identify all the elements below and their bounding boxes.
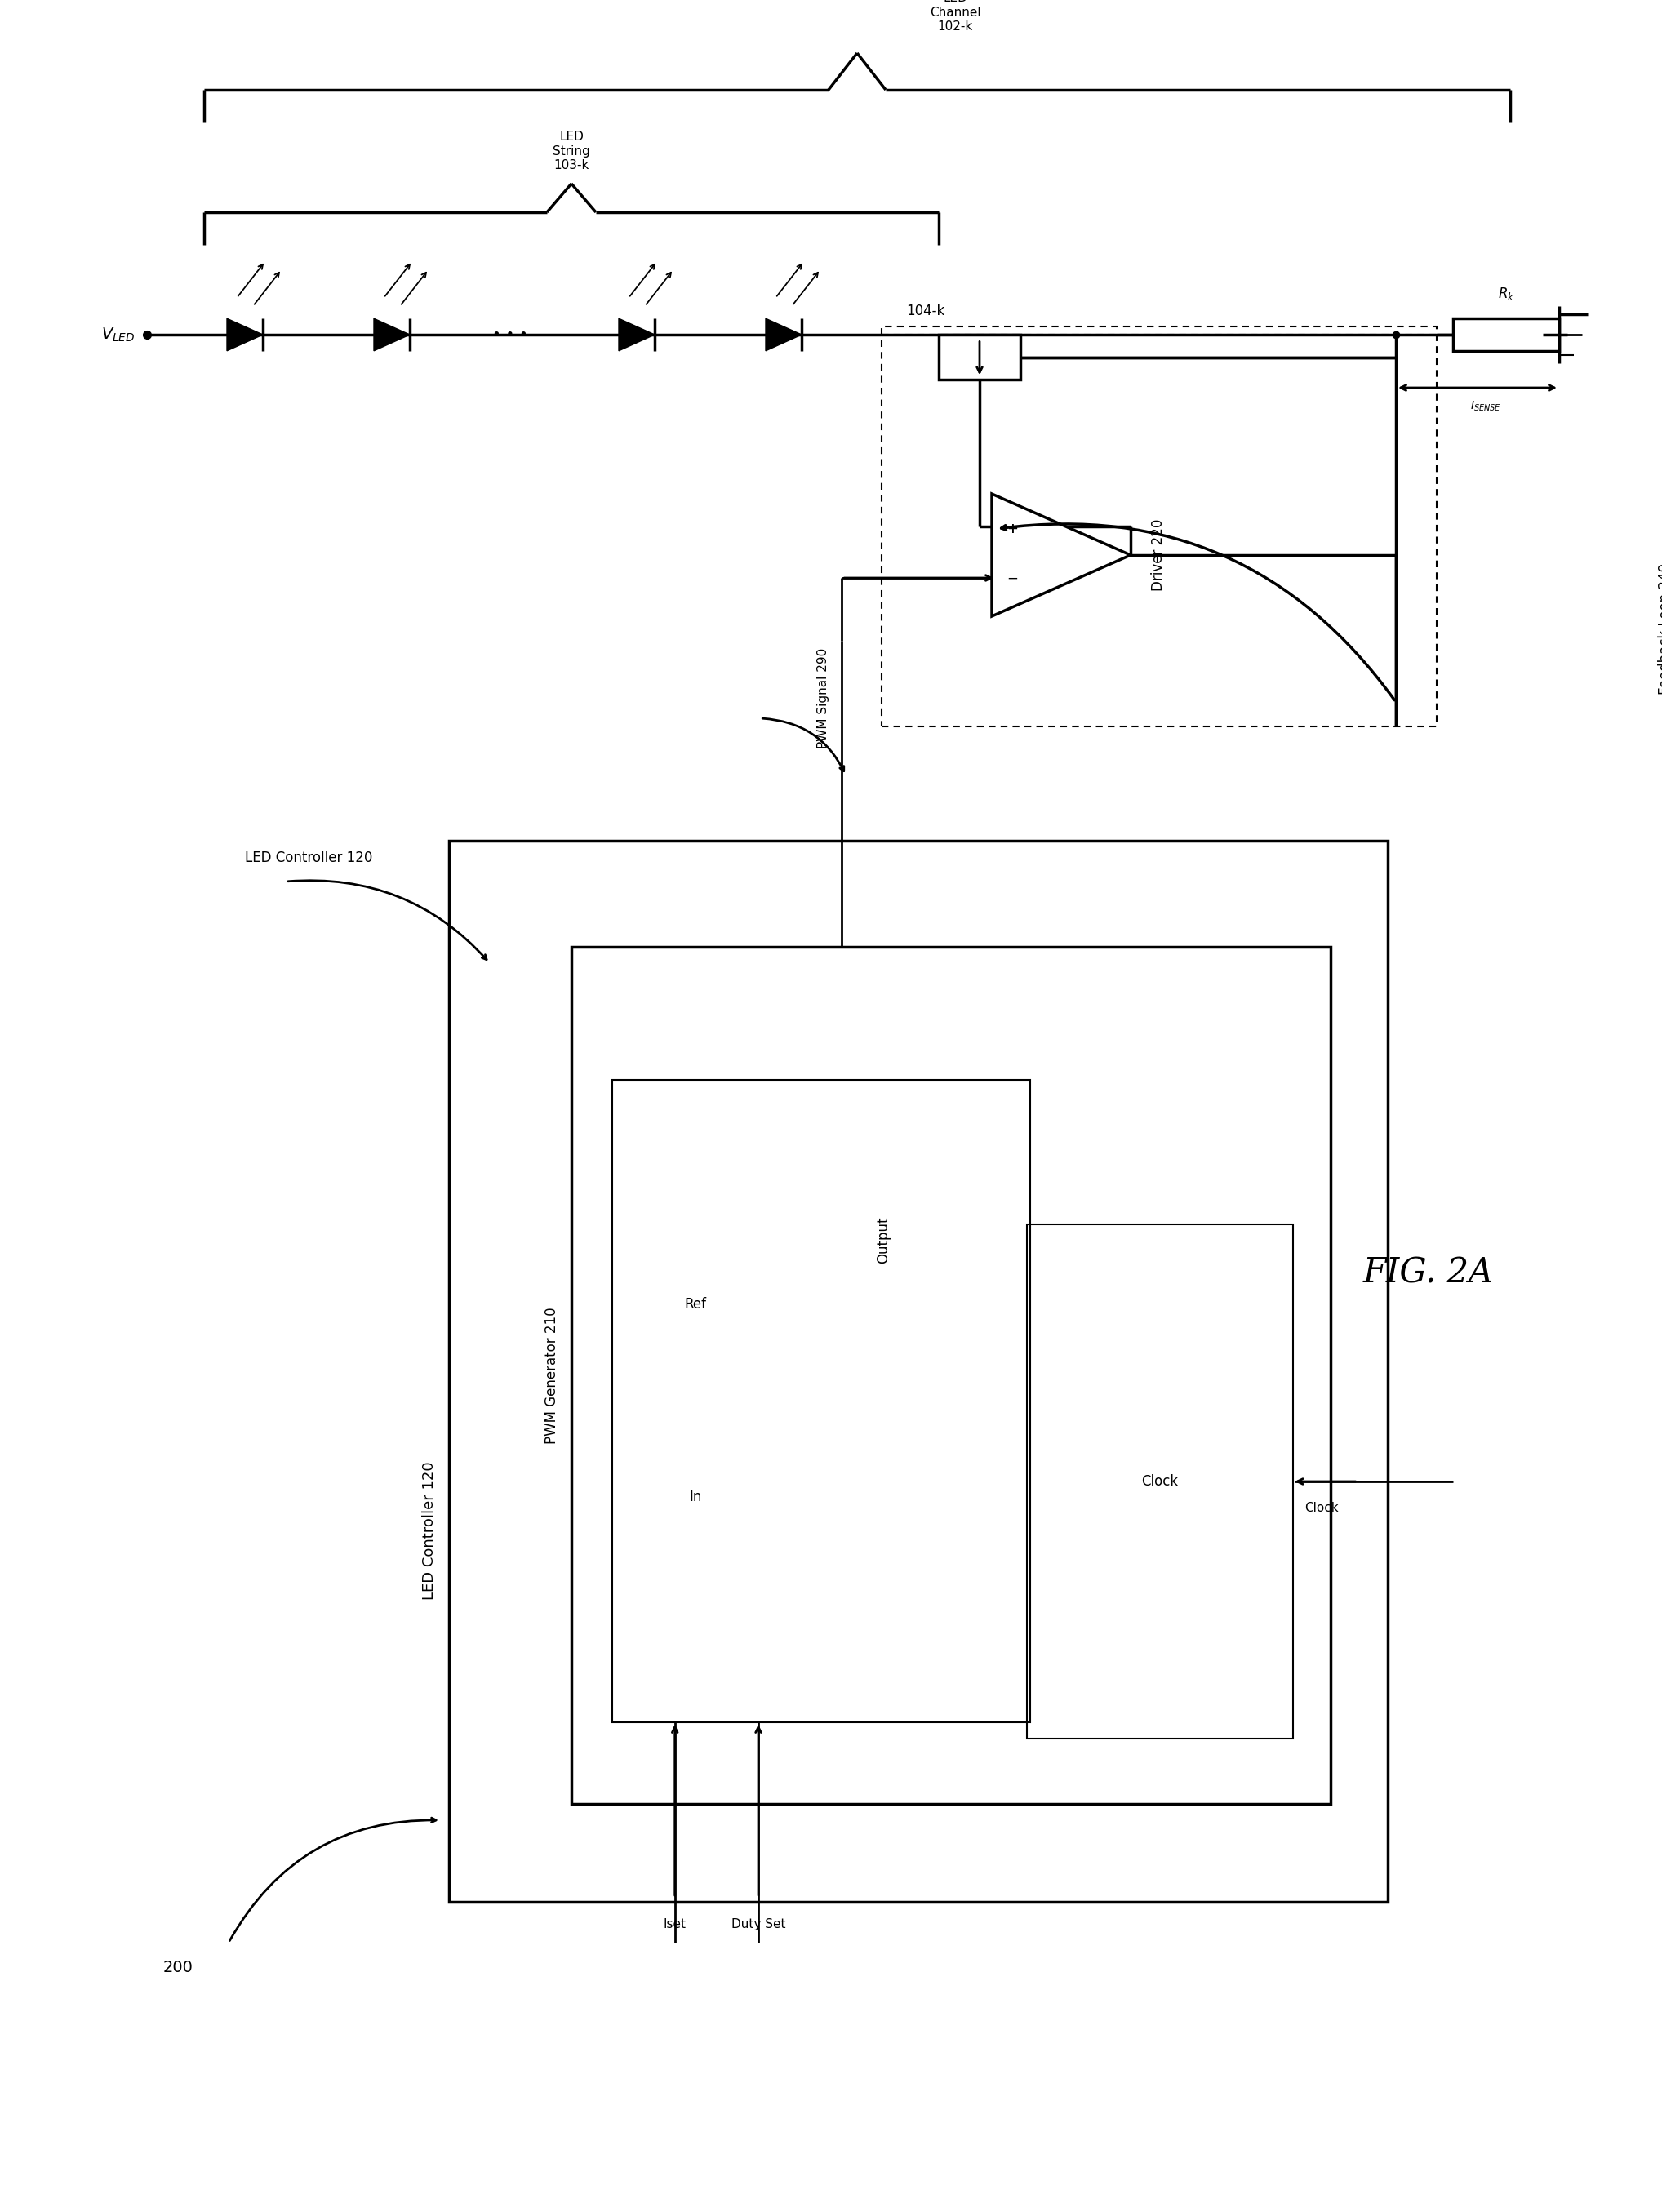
Polygon shape bbox=[992, 493, 1130, 617]
Text: LED
Channel
102-k: LED Channel 102-k bbox=[929, 0, 981, 33]
Bar bbox=[939, 334, 1020, 380]
Text: Clock: Clock bbox=[1142, 1473, 1178, 1489]
Polygon shape bbox=[766, 319, 801, 352]
Text: $-$: $-$ bbox=[1007, 571, 1019, 586]
Text: Feedback Loop 240: Feedback Loop 240 bbox=[1659, 562, 1662, 695]
Bar bbox=[881, 327, 1436, 726]
Text: Iset: Iset bbox=[663, 1918, 686, 1931]
Polygon shape bbox=[618, 319, 655, 352]
Text: LED
String
103-k: LED String 103-k bbox=[553, 131, 590, 170]
Text: FIG. 2A: FIG. 2A bbox=[1363, 1256, 1494, 1290]
Text: $I_{SENSE}$: $I_{SENSE}$ bbox=[1471, 400, 1501, 414]
Text: Output: Output bbox=[876, 1217, 891, 1263]
Text: Duty Set: Duty Set bbox=[731, 1918, 786, 1931]
Text: • • •: • • • bbox=[492, 327, 529, 343]
Text: $R_k$: $R_k$ bbox=[1497, 285, 1514, 303]
Text: $V_{LED}$: $V_{LED}$ bbox=[101, 325, 135, 343]
Text: Clock: Clock bbox=[1305, 1502, 1340, 1515]
Text: PWM Generator 210: PWM Generator 210 bbox=[545, 1307, 558, 1444]
Text: +: + bbox=[1007, 522, 1017, 535]
Text: In: In bbox=[690, 1491, 701, 1504]
Text: PWM Signal 290: PWM Signal 290 bbox=[818, 648, 829, 748]
Text: Driver 220: Driver 220 bbox=[1152, 520, 1165, 591]
Bar bbox=[1453, 319, 1559, 352]
Polygon shape bbox=[374, 319, 411, 352]
Text: LED Controller 120: LED Controller 120 bbox=[422, 1462, 437, 1599]
Bar bbox=[449, 841, 1388, 1902]
Polygon shape bbox=[228, 319, 263, 352]
Text: 200: 200 bbox=[163, 1960, 193, 1975]
Text: 104-k: 104-k bbox=[906, 303, 944, 319]
Text: Ref: Ref bbox=[685, 1296, 706, 1312]
Bar bbox=[1027, 1225, 1293, 1739]
Bar bbox=[572, 947, 1331, 1803]
Bar bbox=[612, 1079, 1030, 1723]
Text: LED Controller 120: LED Controller 120 bbox=[244, 852, 372, 865]
